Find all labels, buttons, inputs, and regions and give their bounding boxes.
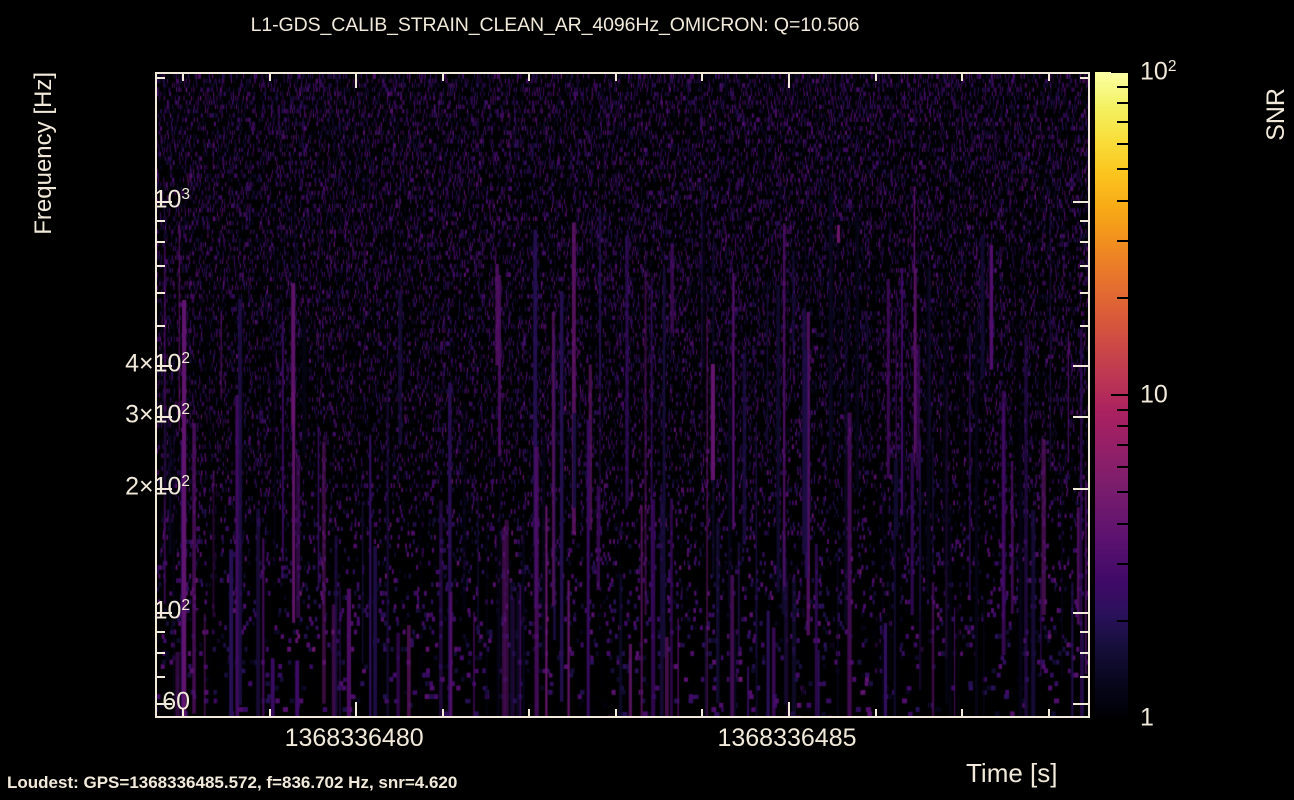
y-axis-tick-mirror bbox=[1080, 675, 1088, 678]
x-axis-title: Time [s] bbox=[966, 758, 1057, 789]
spectrogram-heatmap bbox=[157, 74, 1088, 716]
x-axis-tick-mirror bbox=[1047, 74, 1050, 81]
y-axis-tick bbox=[157, 324, 165, 327]
y-axis-tick-mirror bbox=[1080, 292, 1088, 295]
y-axis-tick bbox=[157, 488, 172, 491]
x-axis-tick-mirror bbox=[268, 74, 271, 81]
y-axis-tick-mirror bbox=[1073, 416, 1088, 419]
colorbar-tick bbox=[1117, 562, 1128, 565]
y-axis-tick-label: 3×102 bbox=[125, 400, 190, 429]
y-axis-tick bbox=[157, 201, 172, 204]
colorbar-tick bbox=[1117, 444, 1128, 447]
colorbar-tick bbox=[1117, 522, 1128, 525]
y-axis-tick bbox=[157, 219, 165, 222]
colorbar-tick bbox=[1117, 102, 1128, 105]
page-title: L1-GDS_CALIB_STRAIN_CLEAN_AR_4096Hz_OMIC… bbox=[250, 14, 860, 36]
y-axis-tick bbox=[157, 292, 165, 295]
y-axis-tick-mirror bbox=[1073, 364, 1088, 367]
y-axis-tick bbox=[157, 652, 165, 655]
y-axis-tick-label: 103 bbox=[153, 185, 190, 214]
colorbar-tick-label: 10 bbox=[1140, 380, 1168, 409]
colorbar-tick bbox=[1117, 199, 1128, 202]
x-axis-tick-mirror bbox=[614, 74, 617, 81]
y-axis-tick bbox=[157, 364, 172, 367]
x-axis-tick bbox=[874, 709, 877, 716]
colorbar-tick bbox=[1117, 168, 1128, 171]
y-axis-tick bbox=[157, 77, 165, 80]
x-axis-tick-mirror bbox=[355, 74, 358, 88]
x-axis-tick bbox=[268, 709, 271, 716]
colorbar-tick bbox=[1117, 491, 1128, 494]
colorbar-tick bbox=[1117, 619, 1128, 622]
y-axis-tick bbox=[157, 416, 172, 419]
colorbar-tick bbox=[1117, 425, 1128, 428]
colorbar bbox=[1095, 71, 1128, 719]
colorbar-tick bbox=[1111, 717, 1128, 719]
y-axis-tick-mirror bbox=[1080, 77, 1088, 80]
y-axis-tick-mirror bbox=[1080, 324, 1088, 327]
x-axis-tick bbox=[1047, 709, 1050, 716]
colorbar-tick bbox=[1111, 394, 1128, 396]
colorbar-tick bbox=[1117, 85, 1128, 88]
y-axis-tick-mirror bbox=[1080, 264, 1088, 267]
plot-area bbox=[155, 72, 1090, 718]
y-axis-title-label: Frequency [Hz] bbox=[30, 72, 57, 235]
y-axis-tick bbox=[157, 612, 172, 615]
x-axis-tick-mirror bbox=[701, 74, 704, 81]
x-axis-tick-mirror bbox=[181, 74, 184, 81]
colorbar-tick bbox=[1117, 121, 1128, 124]
x-axis-tick bbox=[355, 702, 358, 716]
x-axis-tick bbox=[701, 709, 704, 716]
colorbar-tick bbox=[1117, 239, 1128, 242]
y-axis-tick-mirror bbox=[1073, 612, 1088, 615]
y-axis-tick-label: 2×102 bbox=[125, 472, 190, 501]
x-axis-tick bbox=[441, 709, 444, 716]
x-axis-tick bbox=[961, 709, 964, 716]
y-axis-tick-mirror bbox=[1073, 703, 1088, 706]
y-axis-tick-mirror bbox=[1073, 201, 1088, 204]
spectrogram-canvas bbox=[157, 74, 1088, 716]
y-axis-tick bbox=[157, 240, 165, 243]
x-axis-tick bbox=[614, 709, 617, 716]
colorbar-tick bbox=[1117, 296, 1128, 299]
x-axis-tick-mirror bbox=[961, 74, 964, 81]
y-axis-tick-label: 102 bbox=[153, 596, 190, 625]
y-axis-tick bbox=[157, 703, 172, 706]
colorbar-tick-label: 1 bbox=[1140, 703, 1154, 732]
colorbar-title-label: SNR bbox=[1262, 88, 1290, 141]
colorbar-tick-label: 102 bbox=[1140, 57, 1177, 86]
x-axis-tick bbox=[181, 709, 184, 716]
x-axis-tick-mirror bbox=[528, 74, 531, 81]
y-axis-tick-mirror bbox=[1080, 219, 1088, 222]
colorbar-tick bbox=[1111, 71, 1128, 73]
x-axis-tick-label: 1368336480 bbox=[284, 724, 424, 752]
x-axis-tick-mirror bbox=[787, 74, 790, 88]
y-axis-tick-mirror bbox=[1080, 631, 1088, 634]
y-axis-tick-mirror bbox=[1073, 488, 1088, 491]
x-axis-tick bbox=[787, 702, 790, 716]
colorbar-tick bbox=[1117, 142, 1128, 145]
colorbar-title: SNR bbox=[1236, 88, 1290, 288]
colorbar-tick bbox=[1117, 465, 1128, 468]
x-axis-tick-mirror bbox=[874, 74, 877, 81]
y-axis-tick bbox=[157, 631, 165, 634]
y-axis-tick-mirror bbox=[1080, 652, 1088, 655]
y-axis-title: Frequency [Hz] bbox=[6, 72, 57, 412]
x-axis-tick-mirror bbox=[441, 74, 444, 81]
x-axis-tick-label: 1368336485 bbox=[717, 724, 857, 752]
y-axis-tick bbox=[157, 675, 165, 678]
y-axis-tick-mirror bbox=[1080, 240, 1088, 243]
loudest-event-annotation: Loudest: GPS=1368336485.572, f=836.702 H… bbox=[7, 773, 458, 792]
x-axis-title-label: Time [s] bbox=[966, 758, 1058, 788]
y-axis-tick-label: 4×102 bbox=[125, 349, 190, 378]
x-axis-tick bbox=[528, 709, 531, 716]
y-axis-tick bbox=[157, 264, 165, 267]
colorbar-tick bbox=[1117, 408, 1128, 411]
y-axis-tick-label: 60 bbox=[162, 687, 190, 716]
